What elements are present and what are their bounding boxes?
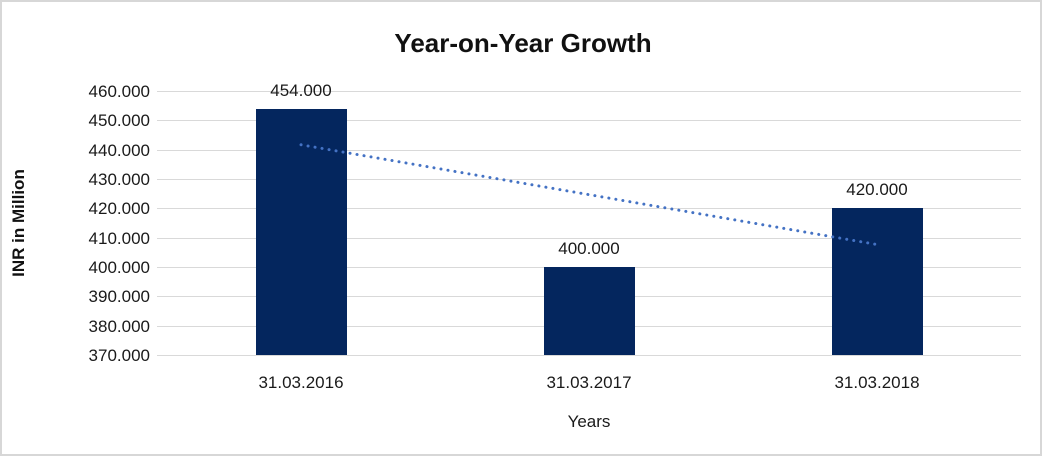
y-tick-label: 430.000: [88, 170, 150, 189]
x-tick-label: 31.03.2016: [258, 373, 344, 392]
gridline: [157, 120, 1021, 122]
y-tick-label: 410.000: [88, 228, 150, 248]
bar-31.03.2017: [543, 267, 635, 355]
data-label: 454.000: [270, 80, 332, 100]
x-tick-label: 31.03.2017: [546, 373, 632, 392]
y-tick-label: 370.000: [88, 346, 150, 365]
y-tick-label: 380.000: [88, 316, 150, 336]
trendline-dotted-segment: [299, 143, 879, 247]
x-axis-title: Years: [567, 412, 611, 431]
y-tick-label: 440.000: [88, 140, 150, 160]
y-tick-label: 420.000: [88, 199, 150, 219]
y-tick-label: 460.000: [88, 82, 150, 101]
bar-31.03.2016: [255, 108, 347, 355]
gridline: [157, 355, 1021, 356]
y-tick-label: 450.000: [88, 111, 150, 131]
x-tick-label: 31.03.2018: [834, 373, 920, 392]
y-axis-title: INR in Million: [9, 169, 28, 277]
chart-title: Year-on-Year Growth: [394, 28, 652, 58]
data-label: 400.000: [558, 239, 620, 258]
y-tick-label: 390.000: [88, 287, 150, 307]
bar-31.03.2018: [831, 208, 923, 355]
y-tick-label: 400.000: [88, 258, 150, 277]
data-label: 420.000: [846, 180, 908, 200]
gridline: [157, 91, 1021, 92]
